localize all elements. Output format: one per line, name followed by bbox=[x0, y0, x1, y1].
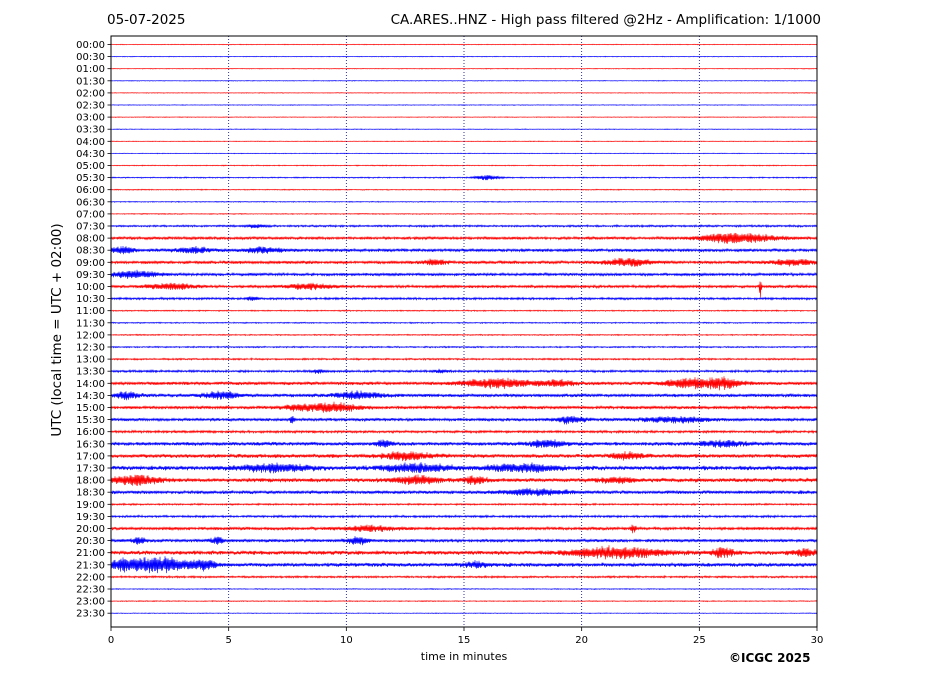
y-tick-label: 14:30 bbox=[76, 391, 105, 402]
y-tick-label: 20:00 bbox=[76, 524, 105, 535]
y-tick-label: 10:30 bbox=[76, 294, 105, 305]
y-tick-label: 01:00 bbox=[76, 64, 105, 75]
x-tick-label: 10 bbox=[340, 635, 353, 646]
trace-0000 bbox=[110, 43, 818, 46]
y-tick-label: 17:30 bbox=[76, 464, 105, 475]
y-tick-label: 08:00 bbox=[76, 234, 105, 245]
x-tick-label: 20 bbox=[575, 635, 588, 646]
y-tick-label: 08:30 bbox=[76, 246, 105, 257]
y-tick-label: 06:30 bbox=[76, 197, 105, 208]
y-tick-label: 07:30 bbox=[76, 222, 105, 233]
y-tick-label: 02:00 bbox=[76, 88, 105, 99]
trace-0130 bbox=[110, 79, 818, 82]
y-tick-label: 00:00 bbox=[76, 40, 105, 51]
y-tick-label: 22:30 bbox=[76, 585, 105, 596]
y-tick-label: 22:00 bbox=[76, 572, 105, 583]
y-tick-label: 23:00 bbox=[76, 597, 105, 608]
trace-1330 bbox=[110, 368, 818, 374]
y-tick-label: 15:00 bbox=[76, 403, 105, 414]
y-tick-label: 05:30 bbox=[76, 173, 105, 184]
chart-title: CA.ARES..HNZ - High pass filtered @2Hz -… bbox=[390, 12, 821, 28]
trace-1000 bbox=[110, 281, 818, 298]
y-tick-label: 11:00 bbox=[76, 306, 105, 317]
trace-1230 bbox=[110, 345, 818, 349]
y-tick-label: 06:00 bbox=[76, 185, 105, 196]
y-tick-label: 11:30 bbox=[76, 318, 105, 329]
x-tick-label: 0 bbox=[108, 635, 114, 646]
y-tick-label: 02:30 bbox=[76, 101, 105, 112]
x-tick-label: 25 bbox=[693, 635, 706, 646]
y-tick-label: 20:30 bbox=[76, 536, 105, 547]
y-tick-label: 16:00 bbox=[76, 427, 105, 438]
trace-1300 bbox=[110, 357, 818, 362]
y-tick-label: 12:30 bbox=[76, 343, 105, 354]
y-tick-label: 01:30 bbox=[76, 76, 105, 87]
trace-1200 bbox=[110, 333, 818, 337]
y-tick-label: 05:00 bbox=[76, 161, 105, 172]
trace-1630 bbox=[110, 439, 818, 449]
trace-0100 bbox=[110, 67, 818, 70]
y-tick-label: 09:00 bbox=[76, 258, 105, 269]
y-tick-label: 14:00 bbox=[76, 379, 105, 390]
y-tick-label: 13:30 bbox=[76, 367, 105, 378]
chart-date: 05-07-2025 bbox=[107, 12, 186, 28]
y-tick-label: 16:30 bbox=[76, 439, 105, 450]
trace-1500 bbox=[110, 401, 818, 413]
y-tick-label: 21:00 bbox=[76, 548, 105, 559]
y-tick-label: 19:00 bbox=[76, 500, 105, 511]
trace-0730 bbox=[110, 223, 818, 229]
y-tick-label: 23:30 bbox=[76, 609, 105, 620]
y-tick-label: 03:30 bbox=[76, 125, 105, 136]
trace-0030 bbox=[110, 55, 818, 58]
y-tick-label: 12:00 bbox=[76, 330, 105, 341]
trace-2330 bbox=[110, 612, 818, 615]
y-tick-label: 18:30 bbox=[76, 488, 105, 499]
trace-0200 bbox=[110, 92, 818, 94]
trace-1100 bbox=[110, 309, 818, 313]
x-tick-label: 30 bbox=[811, 635, 824, 646]
x-tick-label: 5 bbox=[225, 635, 231, 646]
y-tick-label: 04:30 bbox=[76, 149, 105, 160]
trace-2100 bbox=[110, 545, 818, 560]
y-tick-label: 10:00 bbox=[76, 282, 105, 293]
x-tick-label: 15 bbox=[458, 635, 471, 646]
y-tick-label: 07:00 bbox=[76, 209, 105, 220]
y-tick-label: 03:00 bbox=[76, 113, 105, 124]
y-tick-label: 13:00 bbox=[76, 355, 105, 366]
y-tick-label: 19:30 bbox=[76, 512, 105, 523]
y-tick-label: 09:30 bbox=[76, 270, 105, 281]
trace-1430 bbox=[110, 390, 818, 401]
trace-1130 bbox=[110, 321, 818, 325]
trace-0930 bbox=[110, 269, 818, 279]
y-tick-label: 21:30 bbox=[76, 560, 105, 571]
y-tick-label: 00:30 bbox=[76, 52, 105, 63]
y-tick-label: 17:00 bbox=[76, 451, 105, 462]
x-axis-label: time in minutes bbox=[420, 650, 508, 663]
y-tick-label: 18:00 bbox=[76, 476, 105, 487]
copyright-notice: ©ICGC 2025 bbox=[729, 651, 811, 665]
y-tick-label: 15:30 bbox=[76, 415, 105, 426]
trace-0900 bbox=[110, 257, 818, 267]
y-tick-label: 04:00 bbox=[76, 137, 105, 148]
